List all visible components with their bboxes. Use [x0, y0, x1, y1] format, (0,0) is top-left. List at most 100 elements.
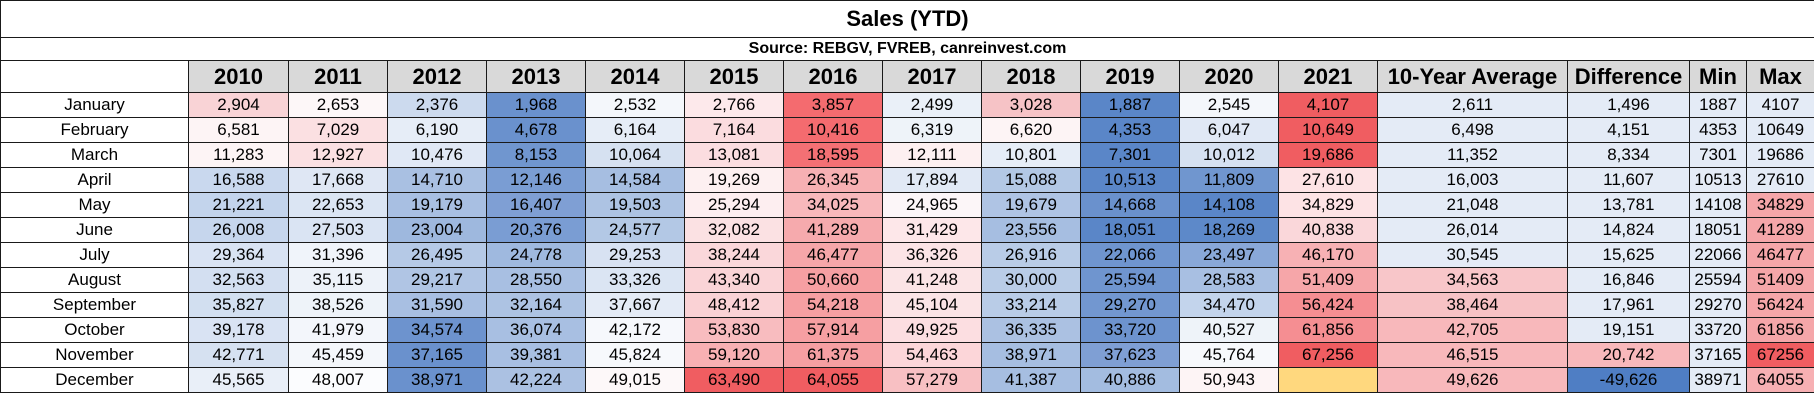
row-month-label: March: [0, 142, 189, 168]
table-cell: 14,668: [1080, 192, 1180, 218]
row-month-label: January: [0, 92, 189, 118]
table-cell: 17,668: [288, 167, 388, 193]
table-row: March 11,283 12,927 10,476 8,153 10,064 13,081…: [0, 142, 1814, 168]
table-cell: 36,326: [882, 242, 982, 268]
table-cell: 54,218: [783, 292, 883, 318]
table-cell: 12,146: [486, 167, 586, 193]
table-cell: 8,334: [1567, 142, 1690, 168]
row-month-label: August: [0, 267, 189, 293]
column-header: Min: [1689, 60, 1747, 93]
table-cell: 35,115: [288, 267, 388, 293]
table-cell: 45,565: [188, 367, 289, 393]
table-row: November 42,771 45,459 37,165 39,381 45,824 59…: [0, 342, 1814, 368]
table-cell: 48,007: [288, 367, 388, 393]
table-cell: 14,584: [585, 167, 685, 193]
table-cell: 16,407: [486, 192, 586, 218]
table-cell: 6,190: [387, 117, 487, 143]
table-cell: 40,527: [1179, 317, 1279, 343]
table-cell: 19686: [1745, 142, 1814, 168]
table-cell: 31,429: [882, 217, 982, 243]
table-cell: 10,476: [387, 142, 487, 168]
table-cell: 38,971: [387, 367, 487, 393]
table-cell: 24,577: [585, 217, 685, 243]
table-cell: 22,066: [1080, 242, 1180, 268]
table-cell: 15,088: [981, 167, 1081, 193]
table-cell: 67256: [1745, 342, 1814, 368]
table-cell: 56,424: [1278, 292, 1378, 318]
table-cell: 38971: [1689, 367, 1747, 393]
table-cell: 6,498: [1377, 117, 1568, 143]
table-cell: 6,164: [585, 117, 685, 143]
column-header: Difference: [1567, 60, 1690, 93]
table-cell: 61856: [1745, 317, 1814, 343]
table-cell: 46,515: [1377, 342, 1568, 368]
table-cell: 19,269: [684, 167, 784, 193]
table-cell: 57,279: [882, 367, 982, 393]
table-row: January 2,904 2,653 2,376 1,968 2,532 2,766 3,8…: [0, 92, 1814, 118]
table-cell: 53,830: [684, 317, 784, 343]
table-cell: 54,463: [882, 342, 982, 368]
table-cell: 10649: [1745, 117, 1814, 143]
table-cell: 1,887: [1080, 92, 1180, 118]
column-header: 2014: [585, 60, 685, 93]
table-cell: 18051: [1689, 217, 1747, 243]
table-cell: 34,574: [387, 317, 487, 343]
table-cell: 29,217: [387, 267, 487, 293]
table-cell: 19,151: [1567, 317, 1690, 343]
table-cell: 33,326: [585, 267, 685, 293]
table-cell: 27,610: [1278, 167, 1378, 193]
table-cell: 50,943: [1179, 367, 1279, 393]
table-cell: 12,111: [882, 142, 982, 168]
table-cell: 43,340: [684, 267, 784, 293]
table-cell: 4107: [1745, 92, 1814, 118]
table-cell: 37,667: [585, 292, 685, 318]
column-header: 2012: [387, 60, 487, 93]
table-cell: 16,846: [1567, 267, 1690, 293]
table-cell: 1887: [1689, 92, 1747, 118]
table-body: January 2,904 2,653 2,376 1,968 2,532 2,766 3,8…: [0, 92, 1814, 393]
row-month-label: April: [0, 167, 189, 193]
table-cell: 38,244: [684, 242, 784, 268]
table-cell: 20,742: [1567, 342, 1690, 368]
table-cell: 2,653: [288, 92, 388, 118]
table-cell: 20,376: [486, 217, 586, 243]
table-cell: 29,253: [585, 242, 685, 268]
table-cell: 41289: [1745, 217, 1814, 243]
table-cell: 7,164: [684, 117, 784, 143]
column-header-row: 2010 2011 2012 2013 2014 2015 2016 2017 2018 2019…: [0, 60, 1814, 93]
column-header: Max: [1745, 60, 1814, 93]
table-cell: 12,927: [288, 142, 388, 168]
table-cell: 14108: [1689, 192, 1747, 218]
table-cell: 32,082: [684, 217, 784, 243]
table-cell: 34,563: [1377, 267, 1568, 293]
table-cell: 16,588: [188, 167, 289, 193]
table-cell: 17,894: [882, 167, 982, 193]
table-cell: 23,556: [981, 217, 1081, 243]
table-cell: 63,490: [684, 367, 784, 393]
table-cell: 18,051: [1080, 217, 1180, 243]
table-cell: 61,375: [783, 342, 883, 368]
table-cell: 30,000: [981, 267, 1081, 293]
table-row: August 32,563 35,115 29,217 28,550 33,326 43,3…: [0, 267, 1814, 293]
table-cell: 2,376: [387, 92, 487, 118]
table-row: April 16,588 17,668 14,710 12,146 14,584 19,26…: [0, 167, 1814, 193]
column-header: 2020: [1179, 60, 1279, 93]
table-cell: 23,004: [387, 217, 487, 243]
table-cell: 41,387: [981, 367, 1081, 393]
table-cell: 33,214: [981, 292, 1081, 318]
table-cell: 33,720: [1080, 317, 1180, 343]
table-cell: 3,028: [981, 92, 1081, 118]
table-cell: 35,827: [188, 292, 289, 318]
table-cell: -49,626: [1567, 367, 1690, 393]
table-cell: 19,179: [387, 192, 487, 218]
table-cell: 4,678: [486, 117, 586, 143]
table-cell: 2,611: [1377, 92, 1568, 118]
table-cell: 39,381: [486, 342, 586, 368]
table-cell: 6,581: [188, 117, 289, 143]
corner-cell: [0, 60, 189, 93]
row-month-label: December: [0, 367, 189, 393]
table-row: December 45,565 48,007 38,971 42,224 49,015 63…: [0, 367, 1814, 393]
table-cell: 14,710: [387, 167, 487, 193]
table-cell: 50,660: [783, 267, 883, 293]
table-cell: 4,353: [1080, 117, 1180, 143]
